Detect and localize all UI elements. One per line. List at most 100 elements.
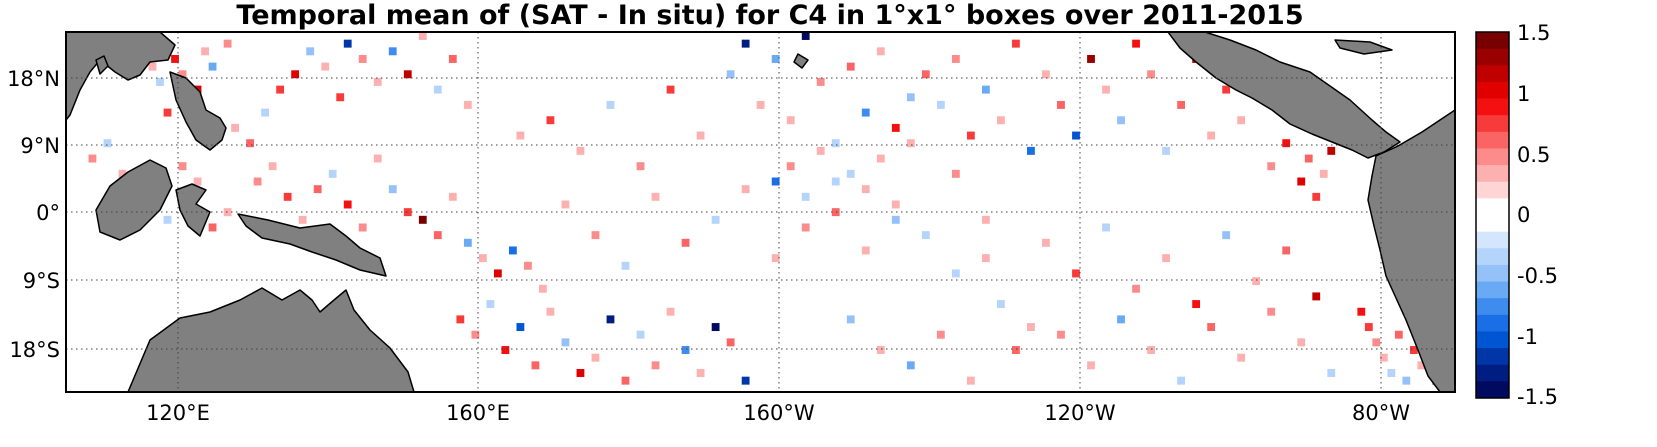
data-cell	[906, 361, 915, 370]
data-cell	[681, 238, 690, 247]
landmass-australia	[127, 287, 415, 392]
data-cell	[801, 192, 810, 201]
data-cell	[1304, 154, 1313, 163]
lat-grid	[66, 77, 1455, 350]
data-cell	[456, 315, 465, 324]
data-cell	[666, 307, 675, 316]
colorbar-swatch	[1476, 331, 1509, 349]
colorbar	[1476, 32, 1509, 399]
colorbar-tick-neg1.5: -1.5	[1517, 385, 1558, 409]
lat-label-0: 0°	[36, 201, 60, 225]
landmass-mexico	[1167, 32, 1401, 159]
data-cell	[741, 39, 750, 48]
data-cell	[651, 361, 660, 370]
data-cell	[741, 185, 750, 194]
data-cell	[156, 77, 164, 86]
data-cell	[1267, 307, 1276, 316]
data-cell	[771, 54, 780, 63]
lon-label-120w: 120°W	[1044, 401, 1116, 425]
data-cell	[1387, 369, 1396, 377]
data-cell	[246, 139, 254, 148]
data-cell	[861, 108, 870, 117]
data-cell	[1162, 146, 1170, 155]
data-cell	[208, 62, 217, 71]
data-cell	[846, 315, 855, 324]
data-cell	[981, 215, 990, 224]
data-cell	[997, 300, 1005, 309]
data-cell	[711, 323, 720, 332]
data-cell	[223, 208, 232, 217]
chart-title: Temporal mean of (SAT - In situ) for C4 …	[236, 0, 1304, 31]
data-cell	[268, 162, 277, 171]
data-cell	[891, 200, 900, 209]
data-cell	[313, 185, 322, 194]
data-cell	[1297, 338, 1306, 347]
lon-label-160e: 160°E	[446, 401, 510, 425]
data-cell	[471, 330, 480, 339]
colorbar-swatch	[1476, 98, 1509, 116]
data-cell	[921, 231, 930, 240]
data-cell	[403, 208, 412, 217]
data-cell	[771, 254, 780, 263]
data-cell	[1282, 139, 1291, 148]
data-cell	[1072, 131, 1080, 140]
data-cell	[1012, 39, 1020, 48]
data-cell	[861, 185, 870, 194]
data-cell	[163, 215, 172, 224]
data-cell	[231, 123, 239, 132]
data-cell	[448, 54, 457, 63]
data-cell	[1417, 361, 1426, 370]
data-cell	[606, 315, 615, 324]
colorbar-swatch	[1476, 65, 1509, 83]
data-cell	[1102, 223, 1110, 232]
data-cell	[1312, 292, 1321, 301]
colorbar-swatch	[1476, 248, 1509, 266]
data-cell	[561, 200, 570, 209]
data-cell	[1312, 192, 1321, 201]
data-cell	[1357, 307, 1366, 316]
colorbar-tick-1.5: 1.5	[1517, 21, 1550, 45]
data-cell	[1042, 238, 1050, 247]
colorbar-swatch	[1476, 231, 1509, 249]
data-cell	[876, 346, 885, 354]
data-cell	[523, 261, 532, 270]
data-cell	[1132, 284, 1140, 293]
data-cell	[621, 376, 630, 385]
data-cell	[433, 85, 442, 94]
data-cell	[651, 192, 660, 201]
data-cell	[1222, 231, 1231, 240]
data-cell	[1237, 116, 1246, 125]
data-cell	[531, 361, 540, 370]
data-cell	[178, 162, 187, 171]
landmass-taiwan	[95, 55, 109, 75]
data-cell	[997, 116, 1005, 125]
colorbar-swatch	[1476, 115, 1509, 133]
landmass-new-guinea	[237, 213, 387, 277]
lat-label-9s: 9°S	[23, 269, 60, 293]
data-cell	[936, 330, 945, 339]
data-cell	[891, 215, 900, 224]
colorbar-tick-1: 1	[1517, 82, 1530, 106]
data-cell	[88, 154, 97, 163]
data-cell	[726, 338, 735, 347]
data-cell	[1147, 346, 1155, 354]
data-cell	[1162, 254, 1170, 263]
data-cell	[981, 85, 990, 94]
data-cell	[1207, 131, 1216, 140]
landmass-indochina	[66, 32, 176, 121]
data-cell	[936, 100, 945, 109]
landmass-philippines	[169, 71, 227, 151]
data-cell	[276, 85, 285, 94]
data-cell	[906, 139, 915, 148]
data-cell	[118, 169, 127, 178]
data-cell	[696, 369, 705, 377]
colorbar-swatch	[1476, 32, 1509, 50]
data-cell	[966, 376, 975, 385]
data-cell	[561, 338, 570, 347]
data-cell	[1087, 361, 1095, 370]
data-cell	[373, 154, 382, 163]
colorbar-swatch	[1476, 48, 1509, 66]
data-cell	[433, 231, 442, 240]
data-cell	[816, 77, 825, 86]
data-cell	[1364, 323, 1373, 332]
